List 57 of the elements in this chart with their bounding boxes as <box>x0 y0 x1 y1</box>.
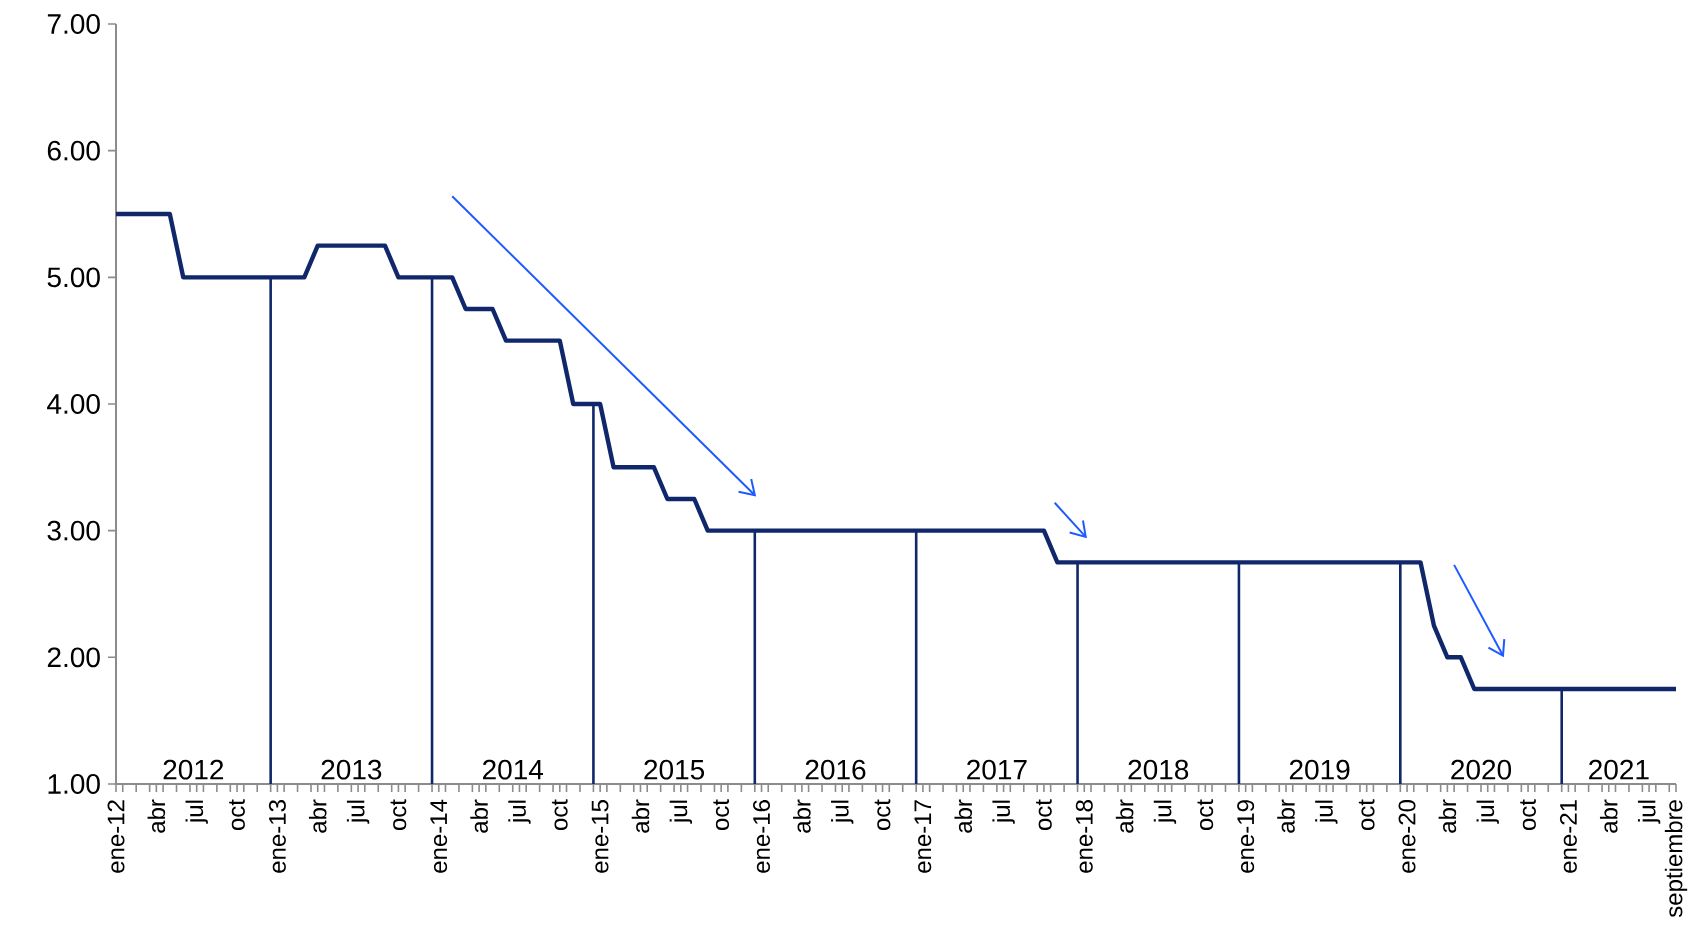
x-tick-label: ene-13 <box>268 800 286 873</box>
x-tick-label: jul <box>831 800 854 824</box>
x-tick-label: abr <box>1438 799 1457 833</box>
y-tick-label: 4.00 <box>47 394 100 414</box>
x-tick-label: abr <box>1599 799 1618 833</box>
x-tick-label: ene-20 <box>1398 800 1416 873</box>
x-tick-label: jul <box>508 800 531 824</box>
x-tick-label: jul <box>1637 800 1661 824</box>
x-tick-label: abr <box>308 799 327 833</box>
y-tick-label: 1.00 <box>48 774 100 794</box>
annotation: 2014 <box>483 759 544 780</box>
x-tick-label: oct <box>1358 799 1375 831</box>
x-tick-label: jul <box>992 800 1015 824</box>
x-tick-label: abr <box>793 799 811 833</box>
annotation: 2021 <box>1589 759 1649 780</box>
x-tick-label: oct <box>229 799 245 831</box>
x-tick-label: jul <box>669 800 693 824</box>
x-tick-label: oct <box>390 799 407 831</box>
annotation: 2016 <box>805 759 866 780</box>
y-tick-label: 3.00 <box>47 520 100 541</box>
annotation: 2018 <box>1128 759 1189 780</box>
x-tick-label: ene-17 <box>914 800 932 873</box>
y-tick-label: 2.00 <box>47 647 100 668</box>
x-tick-label: abr <box>631 799 650 833</box>
x-tick-label: jul <box>1476 800 1499 824</box>
x-tick-label: oct <box>1197 799 1214 831</box>
x-tick-label: jul <box>1315 800 1338 824</box>
x-tick-label: ene-14 <box>430 799 448 873</box>
x-tick-label: ene-16 <box>753 800 770 873</box>
x-tick-label: abr <box>470 799 488 833</box>
x-tick-label: jul <box>346 800 370 824</box>
x-tick-label: oct <box>874 799 891 831</box>
x-tick-label: abr <box>954 799 973 833</box>
x-tick-label: oct <box>713 799 730 831</box>
x-tick-label: septiembre <box>1664 800 1688 918</box>
x-tick-label: abr <box>147 799 166 833</box>
annotation: 2012 <box>163 759 224 780</box>
annotation: 2019 <box>1289 759 1350 780</box>
x-tick-label: ene-12 <box>107 800 125 873</box>
x-tick-label: ene-18 <box>1075 800 1093 873</box>
annotation: 2020 <box>1451 759 1512 780</box>
x-tick-label: ene-15 <box>591 800 609 873</box>
x-tick-label: oct <box>1520 799 1536 831</box>
x-tick-label: jul <box>1153 800 1177 824</box>
x-tick-label: abr <box>1277 799 1295 833</box>
x-tick-label: oct <box>551 799 568 831</box>
y-tick-label: 5.00 <box>47 267 100 288</box>
annotation: 2015 <box>644 759 705 780</box>
x-tick-label: ene-19 <box>1237 800 1255 873</box>
y-tick-label: 7.00 <box>47 14 100 34</box>
y-tick-label: 6.00 <box>47 140 100 161</box>
annotation: 2017 <box>967 759 1027 780</box>
x-tick-label: abr <box>1115 799 1134 833</box>
x-tick-label: ene-21 <box>1559 800 1577 873</box>
x-tick-label: oct <box>1036 799 1052 831</box>
annotation: 2013 <box>321 759 382 780</box>
x-tick-label: jul <box>185 800 208 824</box>
